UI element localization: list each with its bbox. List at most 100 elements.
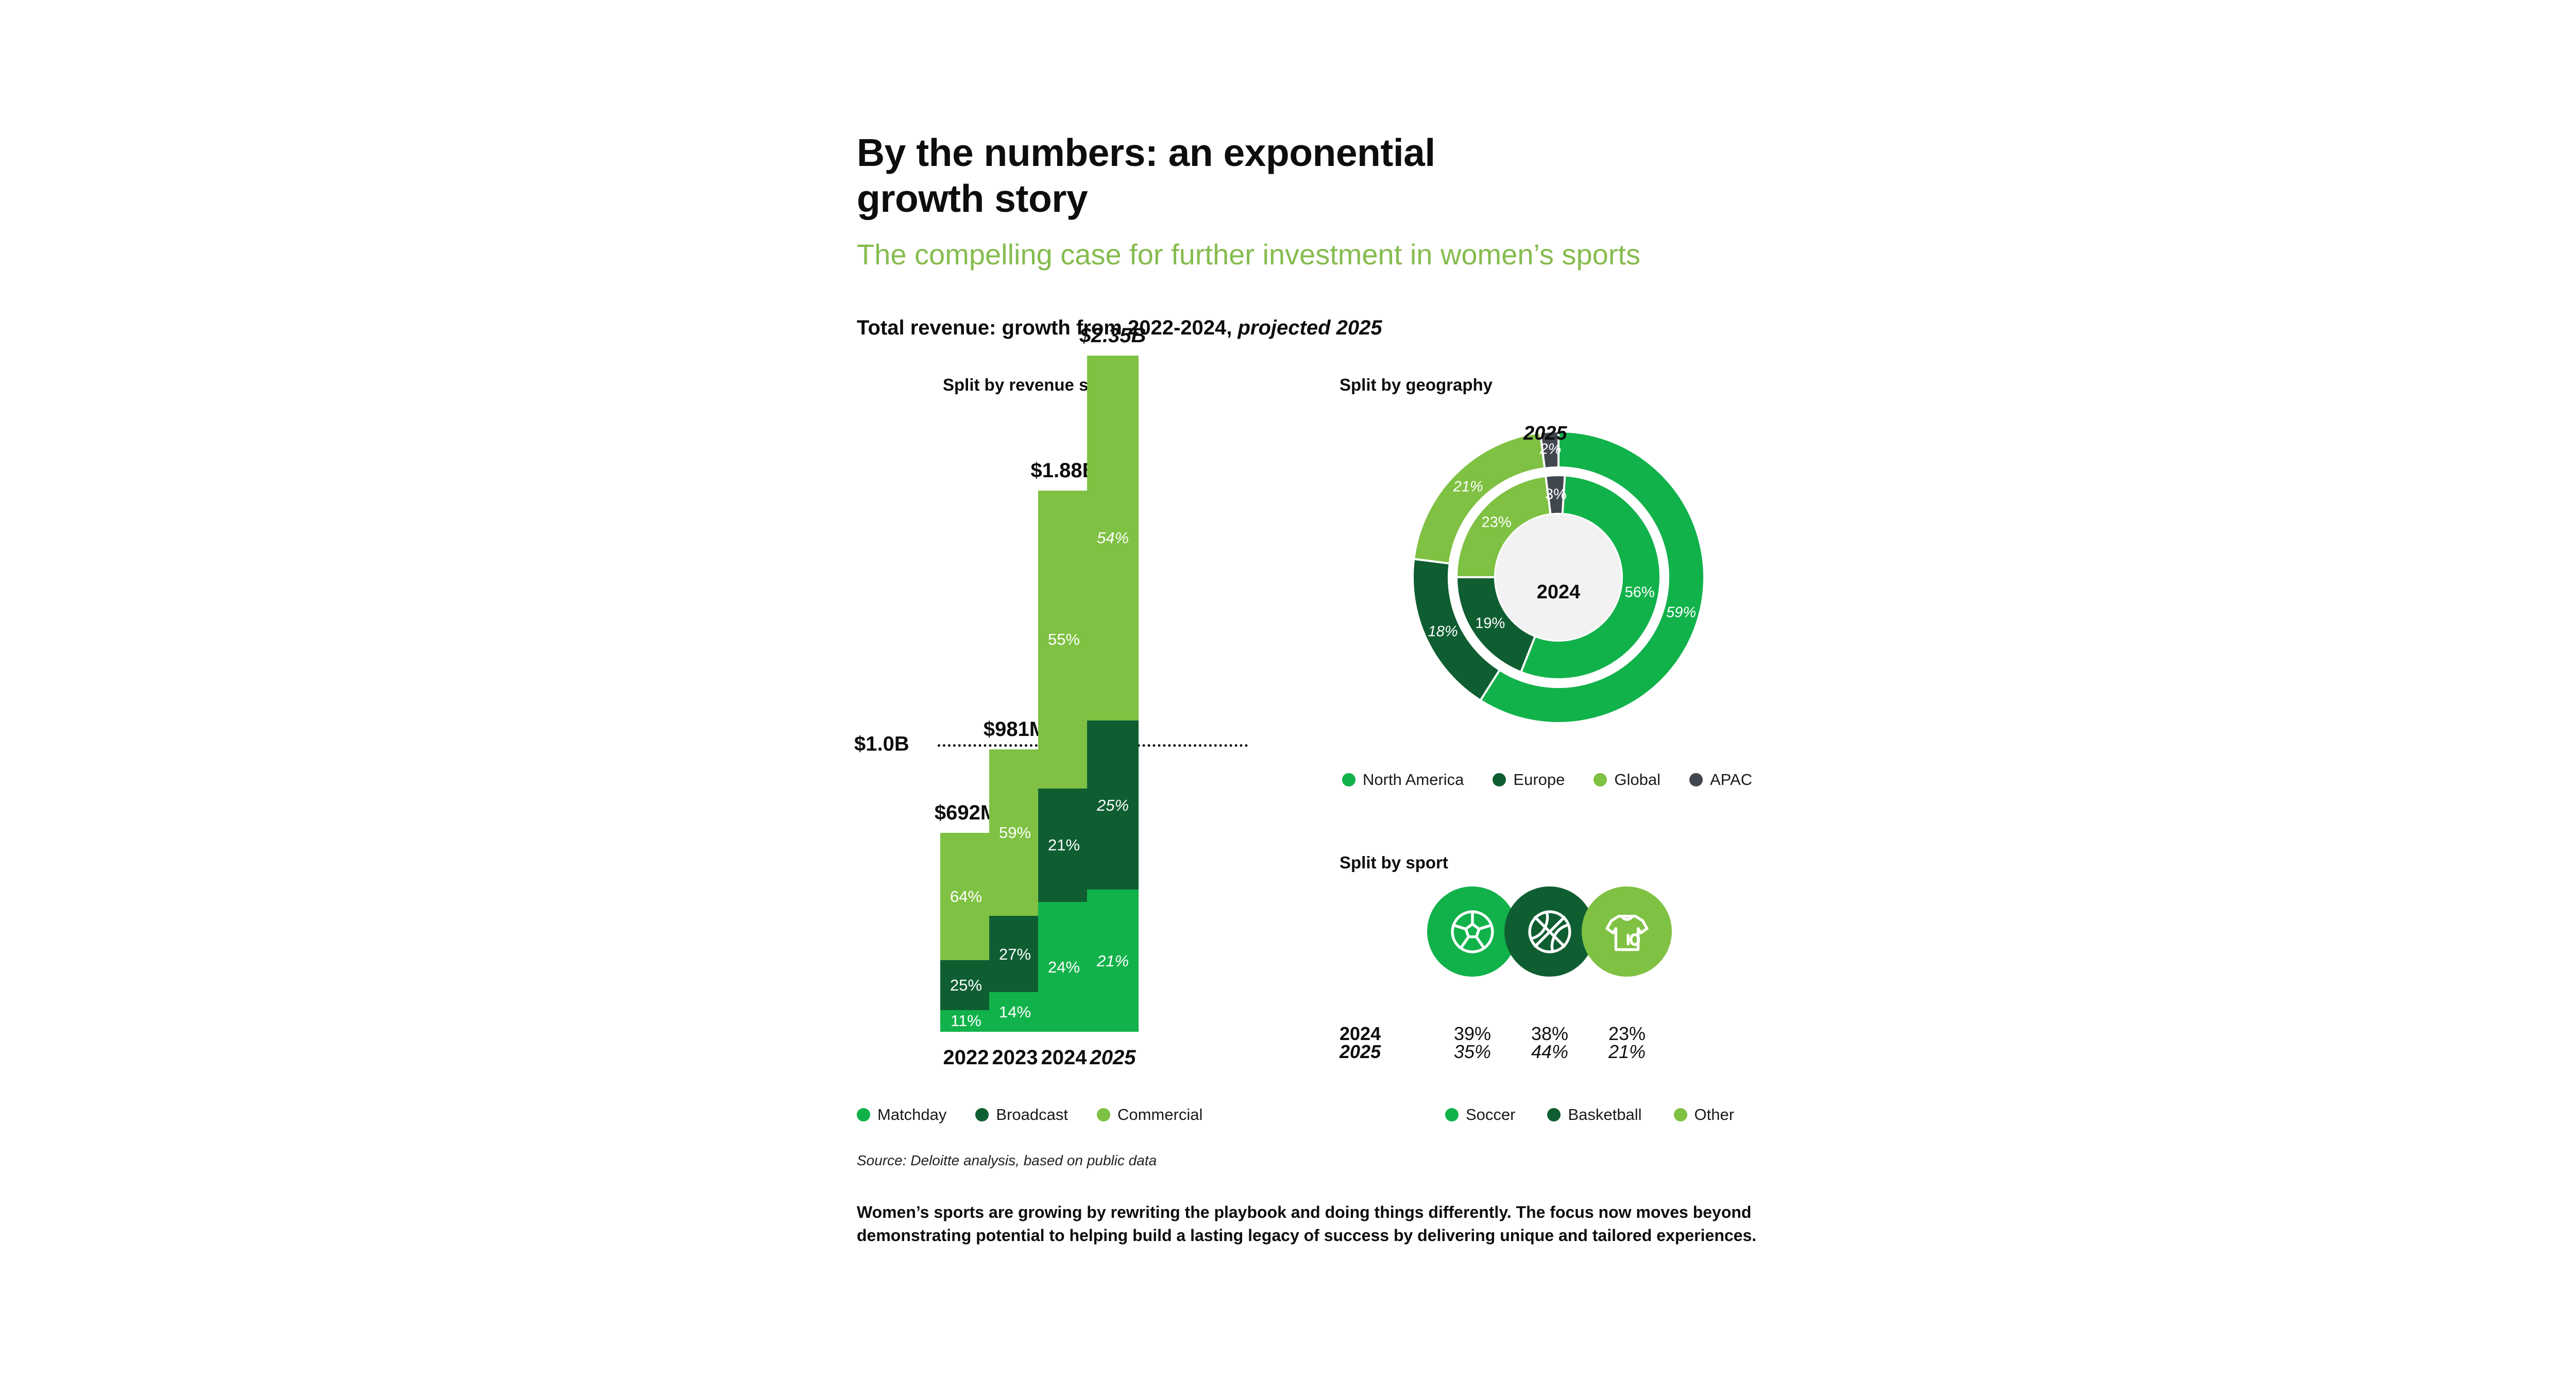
legend-item-broadcast: Broadcast xyxy=(975,1105,1068,1124)
geography-donut-chart: 2025 2024 59% 18% 21% 2% 56% 19% 23% 3% xyxy=(1404,423,1713,732)
sport-row-year-2025: 2025 xyxy=(1340,1041,1381,1062)
sport-legend: Soccer Basketball Other xyxy=(1445,1105,1734,1124)
donut-slice-inner-global xyxy=(1455,475,1552,578)
page-title: By the numbers: an exponential growth st… xyxy=(857,131,1435,220)
legend-dot-icon xyxy=(1096,1108,1110,1121)
sport-row-year-2024: 2024 xyxy=(1340,1023,1381,1044)
legend-label: Other xyxy=(1694,1105,1735,1124)
legend-label: North America xyxy=(1363,770,1464,789)
sport-pct-2024-basketball: 38% xyxy=(1531,1023,1569,1044)
bar-segment-2023-broadcast: 27% xyxy=(989,916,1041,993)
legend-label: Broadcast xyxy=(996,1105,1068,1124)
donut-percent-outer-europe: 18% xyxy=(1428,623,1458,640)
bar-total-label-2024: $1.88B xyxy=(1030,459,1097,482)
section-title-static: Total revenue: growth from 2022-2024, xyxy=(857,316,1238,339)
bar-column-2025: $2.35B 54% 25% 21% 2025 xyxy=(1080,324,1146,1069)
bar-segment-label: 21% xyxy=(1047,836,1080,854)
donut-percent-inner-global: 23% xyxy=(1481,514,1512,531)
section-title-projected: projected 2025 xyxy=(1238,316,1382,339)
legend-dot-icon xyxy=(975,1108,989,1121)
sport-pct-2025-basketball: 44% xyxy=(1531,1041,1569,1062)
sport-circle-basketball xyxy=(1504,886,1595,977)
legend-label: Matchday xyxy=(877,1105,947,1124)
legend-label: Commercial xyxy=(1117,1105,1203,1124)
donut-center-hole xyxy=(1496,514,1621,640)
legend-dot-icon xyxy=(1445,1108,1459,1121)
revenue-legend: Matchday Broadcast Commercial xyxy=(857,1105,1202,1124)
legend-dot-icon xyxy=(1689,773,1703,786)
bar-segment-2022-commercial: 64% xyxy=(940,832,992,960)
bar-total-label-2023: $981M xyxy=(983,718,1047,741)
bar-segment-2025-matchday: 21% xyxy=(1087,890,1139,1032)
legend-dot-icon xyxy=(1342,773,1355,786)
donut-percent-inner-north-america: 56% xyxy=(1624,584,1655,601)
bar-segment-2025-commercial: 54% xyxy=(1087,355,1139,721)
donut-inner-year-label: 2024 xyxy=(1536,581,1581,603)
legend-item-europe: Europe xyxy=(1493,770,1565,789)
donut-percent-inner-apac: 3% xyxy=(1545,486,1567,503)
legend-dot-icon xyxy=(1673,1108,1687,1121)
jersey-icon xyxy=(1605,914,1649,951)
bar-segment-label: 25% xyxy=(1096,796,1129,814)
bar-segment-2024-matchday: 24% xyxy=(1038,902,1090,1032)
legend-label: Basketball xyxy=(1568,1105,1642,1124)
source-note: Source: Deloitte analysis, based on publ… xyxy=(857,1152,1157,1168)
legend-dot-icon xyxy=(1594,773,1607,786)
donut-slice-outer-north-america xyxy=(1479,430,1705,724)
donut-percent-inner-europe: 19% xyxy=(1475,615,1505,632)
bar-year-label-2025: 2025 xyxy=(1090,1046,1136,1069)
legend-item-soccer: Soccer xyxy=(1445,1105,1515,1124)
bar-column-2024: $1.88B 55% 21% 24% 2024 xyxy=(1031,459,1097,1069)
donut-svg xyxy=(1412,430,1705,724)
bar-segment-2025-broadcast: 25% xyxy=(1087,720,1139,890)
bar-column-2023: $981M 59% 27% 14% 2023 xyxy=(984,718,1046,1069)
bar-segment-2023-commercial: 59% xyxy=(989,749,1041,916)
bar-year-label-2023: 2023 xyxy=(992,1046,1038,1069)
bar-total-label-2025: $2.35B xyxy=(1079,324,1146,347)
bar-segment-label: 27% xyxy=(998,945,1031,963)
legend-item-other: Other xyxy=(1673,1105,1735,1124)
sport-split-panel: 2024 39% 38% 23% 2025 35% 44% 21% xyxy=(1340,886,1762,1093)
sport-circle-soccer xyxy=(1427,886,1517,977)
bar-segment-2024-commercial: 55% xyxy=(1038,491,1090,789)
legend-item-apac: APAC xyxy=(1689,770,1752,789)
legend-label: Global xyxy=(1614,770,1660,789)
revenue-bar-chart: $1.0B $692M 64% 25% 11% 2022 $981M 59% 27% 14% 20… xyxy=(845,324,1257,1093)
sport-panel-heading: Split by sport xyxy=(1340,853,1448,872)
bar-segment-2022-matchday: 11% xyxy=(940,1010,992,1032)
donut-slice-inner-north-america xyxy=(1519,474,1662,680)
donut-slice-outer-apac xyxy=(1539,430,1560,470)
page-subtitle: The compelling case for further investme… xyxy=(857,238,1640,271)
bar-segment-label: 64% xyxy=(950,887,982,906)
legend-dot-icon xyxy=(857,1108,870,1121)
legend-item-global: Global xyxy=(1594,770,1660,789)
section-title: Total revenue: growth from 2022-2024, pr… xyxy=(857,316,1887,340)
legend-dot-icon xyxy=(1493,773,1506,786)
donut-slice-inner-apac xyxy=(1544,474,1566,516)
soccer-ball-icon xyxy=(1450,910,1494,953)
bar-segment-label: 21% xyxy=(1096,951,1129,970)
legend-label: Europe xyxy=(1513,770,1565,789)
bar-segment-label: 14% xyxy=(998,1003,1031,1021)
legend-item-basketball: Basketball xyxy=(1547,1105,1642,1124)
donut-percent-outer-north-america: 59% xyxy=(1666,604,1697,621)
bar-segment-label: 11% xyxy=(951,1012,981,1030)
donut-percent-outer-global: 21% xyxy=(1453,478,1483,495)
sport-pct-2025-other: 21% xyxy=(1608,1041,1646,1062)
legend-item-commercial: Commercial xyxy=(1096,1105,1203,1124)
donut-percent-outer-apac: 2% xyxy=(1539,441,1562,458)
bar-segment-label: 59% xyxy=(998,824,1031,842)
sport-pct-2024-soccer: 39% xyxy=(1453,1023,1492,1044)
bar-segment-2024-broadcast: 21% xyxy=(1038,788,1090,902)
bar-segment-2023-matchday: 14% xyxy=(989,992,1041,1032)
sport-pct-2024-other: 23% xyxy=(1608,1023,1646,1044)
sport-circle-other xyxy=(1582,886,1672,977)
legend-label: APAC xyxy=(1709,770,1753,789)
bar-segment-label: 55% xyxy=(1047,630,1080,649)
bar-total-label-2022: $692M xyxy=(934,801,998,824)
geography-legend: North America Europe Global APAC xyxy=(1342,770,1752,789)
bar-segment-2022-broadcast: 25% xyxy=(940,960,992,1010)
legend-item-north-america: North America xyxy=(1342,770,1464,789)
donut-slice-inner-europe xyxy=(1455,576,1537,674)
bar-column-2022: $692M 64% 25% 11% 2022 xyxy=(935,801,997,1069)
